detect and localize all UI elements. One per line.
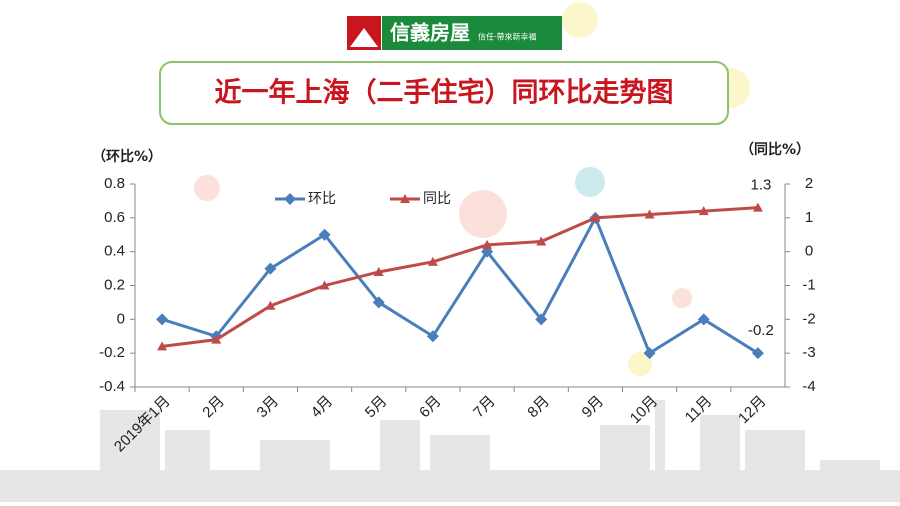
point-marker: [426, 330, 439, 343]
x-tick-label: 4月: [308, 393, 337, 422]
series-line: [161, 206, 759, 348]
point-marker: [318, 228, 331, 241]
y-axis-label: （环比%）: [92, 148, 162, 165]
point-marker: [697, 313, 710, 326]
y2-tick-label: -3: [802, 344, 815, 361]
legend-marker: [400, 194, 410, 203]
point-marker: [373, 266, 384, 276]
chart-title: 近一年上海（二手住宅）同环比走势图: [215, 77, 674, 109]
y-tick-label: 0.8: [104, 175, 125, 192]
data-label: 1.3: [750, 177, 771, 194]
y2-tick-label: -4: [802, 378, 815, 395]
x-tick-label: 12月: [735, 393, 769, 427]
x-tick-label: 8月: [524, 393, 553, 422]
y-tick-label: 0.6: [104, 209, 125, 226]
decoration: [194, 2, 750, 376]
series-line: [161, 214, 759, 356]
point-marker: [751, 347, 764, 360]
point-marker: [535, 313, 548, 326]
x-tick-label: 5月: [362, 393, 391, 422]
point-marker: [372, 296, 385, 309]
point-marker: [644, 209, 655, 219]
point-marker: [156, 313, 169, 326]
y-tick-label: -0.2: [99, 344, 125, 361]
logo-bar: [382, 16, 562, 50]
y2-tick-label: 0: [805, 243, 813, 260]
y-tick-label: -0.4: [99, 378, 125, 395]
y-tick-label: 0.4: [104, 243, 125, 260]
y-tick-label: 0.2: [104, 276, 125, 293]
logo-icon: [350, 28, 378, 47]
legend-marker: [284, 193, 296, 205]
decoration: [0, 400, 900, 502]
legend-label: 同比: [423, 191, 451, 207]
x-tick-label: 2月: [199, 393, 228, 422]
y-tick-label: 0: [117, 310, 125, 327]
point-marker: [752, 202, 763, 212]
point-marker: [536, 236, 547, 246]
y2-tick-label: -1: [802, 276, 815, 293]
point-marker: [643, 347, 656, 360]
y2-axis-label: （同比%）: [740, 141, 810, 158]
title-box: [159, 61, 729, 125]
x-tick-label: 3月: [254, 393, 283, 422]
legend-label: 环比: [308, 191, 336, 207]
y2-tick-label: 2: [805, 175, 813, 192]
point-marker: [265, 300, 276, 310]
point-marker: [427, 256, 438, 266]
y2-tick-label: -2: [802, 310, 815, 327]
point-marker: [157, 341, 168, 351]
x-tick-label: 6月: [416, 393, 445, 422]
point-marker: [264, 262, 277, 275]
point-marker: [211, 334, 222, 344]
point-marker: [698, 206, 709, 216]
y2-tick-label: 1: [805, 209, 813, 226]
logo-slogan: 信任·帶來新幸福: [478, 32, 537, 42]
point-marker: [482, 239, 493, 249]
data-label: -0.2: [748, 322, 774, 339]
point-marker: [319, 280, 330, 290]
logo-name: 信義房屋: [390, 21, 470, 45]
x-tick-label: 9月: [579, 393, 608, 422]
point-marker: [590, 212, 601, 222]
x-tick-label: 7月: [470, 393, 499, 422]
